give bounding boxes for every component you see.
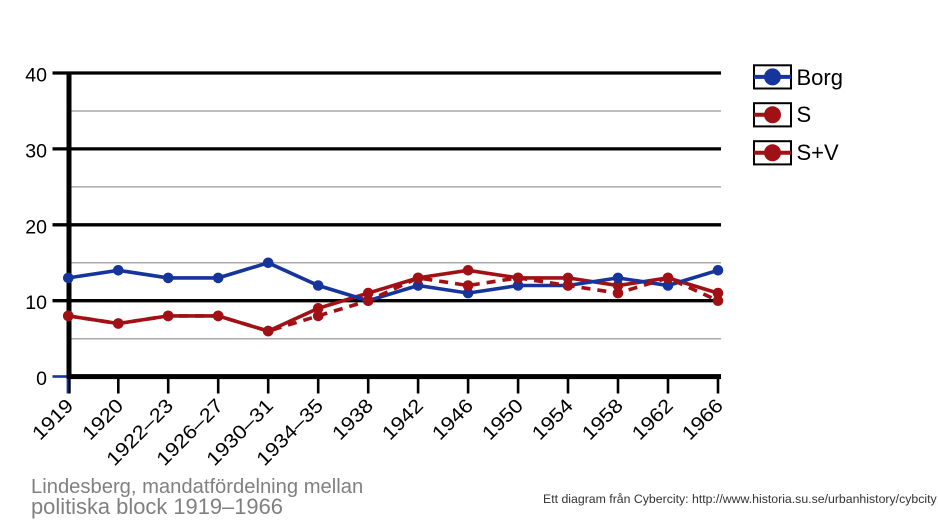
svg-text:Borg: Borg	[797, 65, 843, 90]
svg-text:Lindesberg, mandatfördelning m: Lindesberg, mandatfördelning mellan	[31, 476, 363, 498]
svg-text:Ett diagram från Cybercity: ht: Ett diagram från Cybercity: http://www.h…	[543, 492, 938, 506]
svg-text:0: 0	[36, 368, 47, 390]
svg-text:politiska block 1919–1966: politiska block 1919–1966	[31, 494, 283, 519]
svg-text:20: 20	[25, 216, 47, 238]
svg-text:S+V: S+V	[797, 140, 840, 165]
svg-text:30: 30	[25, 140, 47, 162]
svg-text:40: 40	[25, 65, 47, 87]
svg-text:10: 10	[25, 292, 47, 314]
svg-text:S: S	[797, 102, 812, 127]
